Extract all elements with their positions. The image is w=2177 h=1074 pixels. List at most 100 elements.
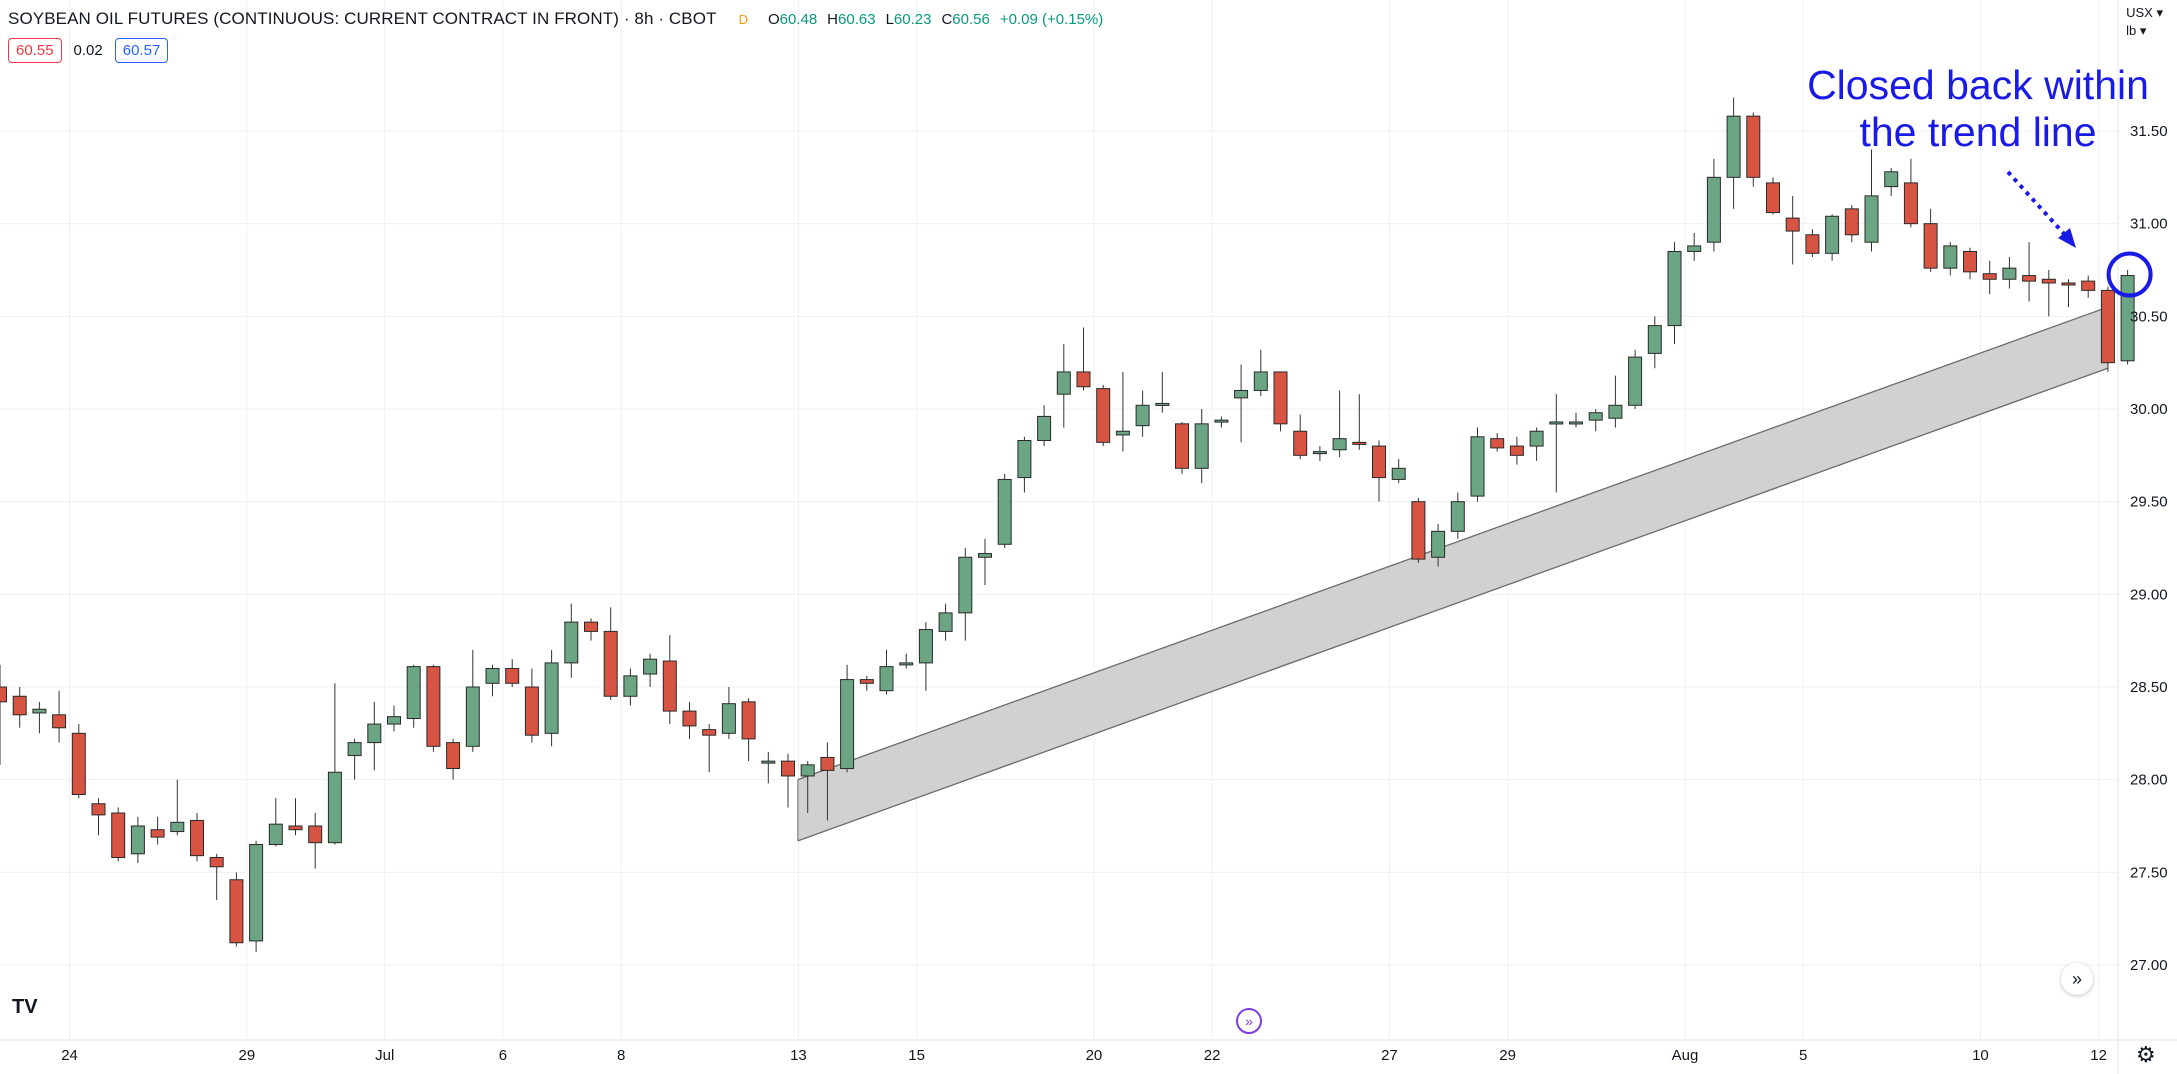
- candle-body: [623, 675, 638, 697]
- candle: [1805, 229, 1820, 258]
- candle: [1569, 412, 1583, 428]
- candle-body: [1293, 430, 1308, 456]
- candle-body: [327, 771, 342, 844]
- candle: [1608, 375, 1623, 428]
- candle: [170, 779, 185, 836]
- candle: [899, 653, 914, 669]
- time-tick-label: 5: [1799, 1047, 1807, 1064]
- candle-body: [879, 666, 894, 692]
- candle: [1194, 409, 1209, 484]
- time-tick-label: Jul: [375, 1047, 394, 1064]
- time-tick-label: 24: [61, 1047, 78, 1064]
- candle-body: [643, 658, 658, 675]
- candle-body: [524, 686, 539, 736]
- price-tick-label: 27.00: [2130, 957, 2168, 974]
- time-tick-label: 29: [1499, 1047, 1516, 1064]
- candle: [1115, 371, 1130, 452]
- candle-body: [1706, 176, 1721, 243]
- candle-body: [1529, 430, 1544, 447]
- unit-label: lb: [2126, 23, 2137, 38]
- candle: [91, 798, 106, 836]
- candle: [1017, 436, 1032, 493]
- candle-body: [1667, 250, 1682, 327]
- candle: [1234, 364, 1249, 443]
- candlestick-series: [0, 97, 2135, 953]
- candle-body: [1588, 412, 1603, 421]
- candle-body: [1155, 402, 1170, 406]
- candle: [1903, 158, 1918, 228]
- candle-body: [111, 812, 126, 859]
- candle: [12, 687, 27, 728]
- candle: [1332, 390, 1347, 458]
- candle: [150, 816, 165, 845]
- candle-body: [12, 695, 27, 716]
- candle: [1411, 497, 1426, 563]
- candle-body: [1214, 419, 1229, 423]
- candle-body: [1076, 371, 1091, 388]
- candle-body: [1175, 423, 1189, 469]
- candle-body: [1549, 421, 1564, 425]
- candle-body: [662, 660, 677, 712]
- tradingview-logo[interactable]: TV: [12, 996, 38, 1018]
- candle-body: [1411, 501, 1426, 560]
- low-value: L60.23: [885, 10, 932, 28]
- candle-body: [71, 732, 86, 795]
- data-delay-badge[interactable]: D: [738, 11, 748, 27]
- candle-body: [1943, 245, 1958, 269]
- candle-body: [1687, 245, 1702, 252]
- candle: [1037, 405, 1052, 447]
- candle: [958, 548, 973, 641]
- time-tick-label: 29: [239, 1047, 256, 1064]
- candle-body: [0, 686, 7, 703]
- gear-icon[interactable]: ⚙: [2136, 1042, 2156, 1067]
- candle-body: [1746, 115, 1761, 178]
- candle-body: [544, 662, 559, 734]
- candle: [1628, 349, 1643, 409]
- double-chevron-right-icon[interactable]: »: [2061, 963, 2093, 995]
- change-value: +0.09 (+0.15%): [999, 10, 1104, 28]
- candle: [1293, 414, 1308, 460]
- candle-body: [1372, 445, 1386, 479]
- candle: [1687, 232, 1702, 261]
- annotation-line-2: the trend line: [1859, 109, 2097, 155]
- candle-body: [1056, 371, 1071, 395]
- price-tick-label: 31.50: [2130, 123, 2168, 140]
- candle-body: [465, 686, 480, 747]
- candle: [820, 742, 835, 821]
- candle: [1785, 195, 1800, 265]
- candle: [544, 649, 559, 747]
- candle: [1214, 416, 1229, 428]
- candle: [32, 701, 47, 734]
- candle-body: [1450, 501, 1465, 532]
- buy-price-button[interactable]: 60.57: [114, 38, 169, 63]
- sell-price-button[interactable]: 60.55: [8, 38, 62, 63]
- annotation-arrow-shaft: [2006, 170, 2068, 238]
- candle: [190, 813, 204, 862]
- trend-channel-lower: [797, 367, 2109, 842]
- currency-unit-selector[interactable]: USX ▾ lb ▾: [2126, 4, 2163, 40]
- candle: [1391, 459, 1406, 484]
- candle: [1766, 177, 1780, 215]
- price-tick-label: 29.50: [2130, 494, 2168, 511]
- symbol-title[interactable]: SOYBEAN OIL FUTURES (CONTINUOUS: CURRENT…: [8, 9, 717, 28]
- candle: [1982, 260, 1997, 295]
- candle-body: [2100, 289, 2115, 364]
- candle: [2022, 242, 2037, 302]
- candle: [643, 653, 658, 687]
- candle-body: [2022, 275, 2037, 282]
- candle-body: [1608, 404, 1623, 419]
- goto-realtime-icon[interactable]: »: [1236, 1008, 1262, 1034]
- candle-body: [1844, 208, 1859, 236]
- candle-body: [367, 723, 382, 744]
- candle: [387, 705, 401, 732]
- candle: [1647, 316, 1662, 369]
- time-tick-label: 22: [1204, 1047, 1221, 1064]
- candle: [1706, 158, 1721, 252]
- candle-body: [1017, 440, 1032, 479]
- candle: [1175, 421, 1189, 474]
- candle: [485, 664, 500, 697]
- candle: [524, 668, 539, 743]
- candle-body: [1982, 273, 1997, 280]
